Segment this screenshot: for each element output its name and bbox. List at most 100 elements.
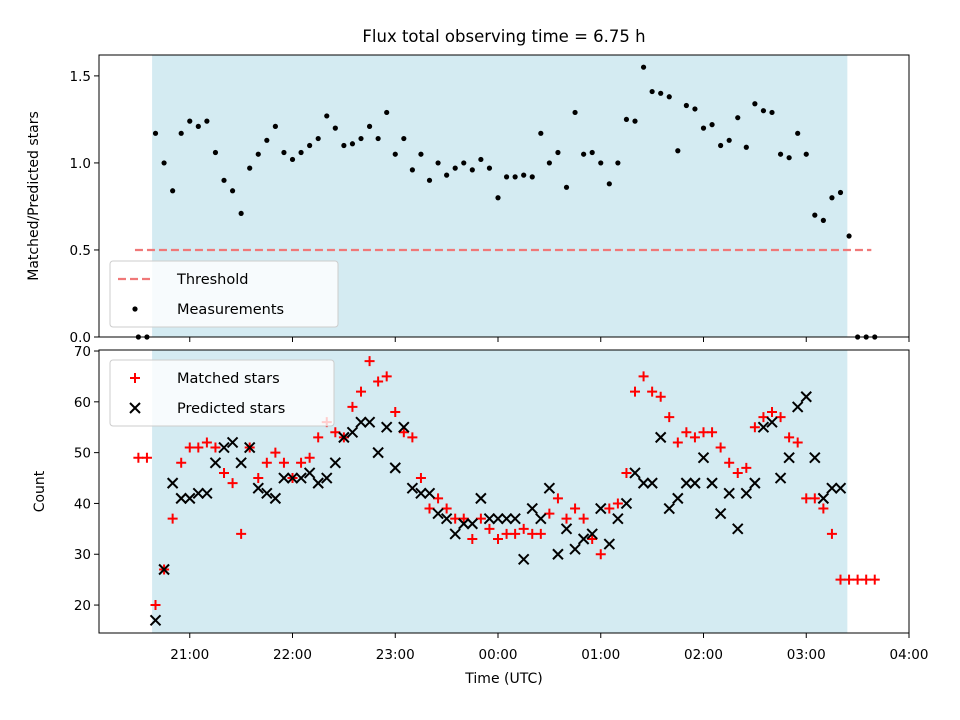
measurement-point <box>375 135 381 142</box>
y-tick-label: 50 <box>74 446 91 462</box>
predicted-stars-point <box>680 477 693 489</box>
matched-stars-point <box>398 427 409 438</box>
legend-matched-swatch <box>130 373 140 383</box>
predicted-stars-point <box>380 421 393 433</box>
predicted-stars-point <box>303 467 316 479</box>
matched-stars-point <box>775 412 786 423</box>
y-tick-label: 20 <box>74 598 91 614</box>
measurement-point <box>392 151 398 157</box>
predicted-stars-point <box>466 518 479 530</box>
matched-stars-point <box>201 437 212 448</box>
measurement-point <box>581 151 587 157</box>
axes-frame <box>98 54 910 338</box>
measurement-point <box>289 156 296 163</box>
predicted-stars-point <box>791 401 804 413</box>
measurement-point <box>435 160 441 166</box>
measurement-point <box>444 172 450 178</box>
measurement-point <box>238 210 244 217</box>
measurement-point <box>255 151 261 157</box>
predicted-stars-point <box>509 512 521 525</box>
matched-stars-point <box>415 473 426 484</box>
predicted-stars-point <box>149 614 162 627</box>
matched-stars-point <box>219 467 230 478</box>
measurement-point <box>358 135 364 142</box>
measurement-point <box>803 151 809 157</box>
measurement-point <box>700 125 707 131</box>
predicted-stars-point <box>732 523 744 535</box>
matched-stars-point <box>844 574 855 585</box>
measurement-point <box>555 149 561 156</box>
predicted-stars-point <box>415 487 427 499</box>
matched-stars-point <box>278 457 289 468</box>
measurement-point <box>178 130 184 136</box>
matched-stars-point <box>570 503 581 514</box>
matched-stars-point <box>826 528 837 539</box>
matched-stars-point <box>141 452 152 463</box>
matched-stars-point <box>724 457 735 468</box>
measurement-point <box>632 118 638 124</box>
predicted-stars-point <box>449 528 461 540</box>
predicted-stars-point <box>458 518 470 530</box>
measurement-point <box>418 151 424 157</box>
measurement-point <box>204 118 210 124</box>
measurement-point <box>152 130 159 136</box>
measurement-point <box>718 142 724 149</box>
measurement-point <box>563 184 570 190</box>
measurement-point <box>341 142 347 149</box>
predicted-stars-point <box>209 457 222 469</box>
predicted-stars-point <box>817 492 830 505</box>
measurement-point <box>221 177 227 183</box>
predicted-stars-point <box>569 543 581 555</box>
predicted-stars-point <box>226 436 239 449</box>
measurement-point <box>409 167 415 173</box>
predicted-stars-point <box>175 492 187 505</box>
measurement-point <box>247 165 253 171</box>
predicted-stars-point <box>526 502 538 515</box>
matched-stars-point <box>578 513 589 524</box>
matched-stars-point <box>381 371 392 382</box>
predicted-stars-point <box>329 457 342 469</box>
y-tick-label: 60 <box>74 395 91 411</box>
measurement-point <box>461 160 467 166</box>
matched-stars-point <box>373 376 384 387</box>
measurement-point <box>349 141 356 147</box>
measurement-point <box>640 64 647 70</box>
predicted-stars-point <box>192 487 205 499</box>
predicted-stars-point <box>406 482 419 494</box>
predicted-stars-point <box>706 477 718 489</box>
matched-stars-point <box>664 412 675 423</box>
predicted-stars-point <box>346 426 359 439</box>
legend-predicted-swatch <box>129 402 141 414</box>
predicted-stars-point <box>723 487 735 499</box>
legend-box <box>109 359 335 427</box>
predicted-stars-point <box>552 548 564 560</box>
matched-stars-point <box>407 432 418 443</box>
predicted-stars-point <box>834 482 847 494</box>
measurement-point <box>324 113 330 119</box>
matched-stars-point <box>647 386 658 397</box>
predicted-stars-point <box>586 528 598 540</box>
measurement-point <box>161 160 167 166</box>
measurement-point <box>281 149 287 156</box>
matched-stars-point <box>655 391 666 402</box>
matched-stars-point <box>227 478 238 489</box>
matched-stars-point <box>621 467 632 478</box>
measurement-point <box>469 167 475 173</box>
measurement-point <box>615 160 621 166</box>
top-panel: 0.0 0.5 1.0 1.5 Matched/Predicted stars Thres… <box>26 54 910 346</box>
measurement-point <box>709 122 715 128</box>
matched-stars-point <box>167 513 178 524</box>
measurement-point <box>366 123 373 129</box>
y-tick-label: 40 <box>74 496 91 512</box>
predicted-stars-point <box>398 421 410 433</box>
legend-label: Matched stars <box>177 371 280 387</box>
x-tick-label: 21:00 <box>170 647 209 663</box>
matched-stars-point <box>861 574 872 585</box>
predicted-stars-point <box>672 492 684 505</box>
predicted-stars-point <box>543 482 556 494</box>
matched-stars-point <box>467 534 478 545</box>
matched-stars-point <box>450 513 461 524</box>
measurement-point <box>315 135 321 142</box>
measurement-point <box>272 123 278 129</box>
x-tick-label: 22:00 <box>273 647 312 663</box>
